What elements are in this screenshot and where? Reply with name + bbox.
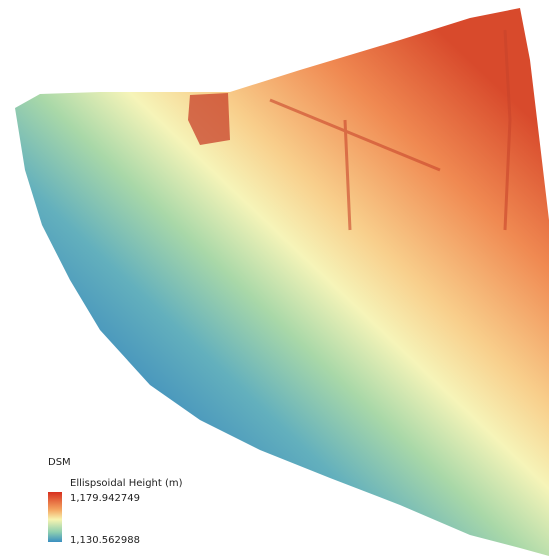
legend-min-label: 1,130.562988 [70,535,140,546]
legend-color-bar [48,492,62,542]
legend-subtitle: Ellispsoidal Height (m) [70,478,183,489]
legend-max-label: 1,179.942749 [70,493,140,504]
legend-title: DSM [48,457,71,468]
dsm-raster [15,8,549,556]
map-view: DSM Ellispsoidal Height (m) 1,179.942749… [0,0,549,556]
